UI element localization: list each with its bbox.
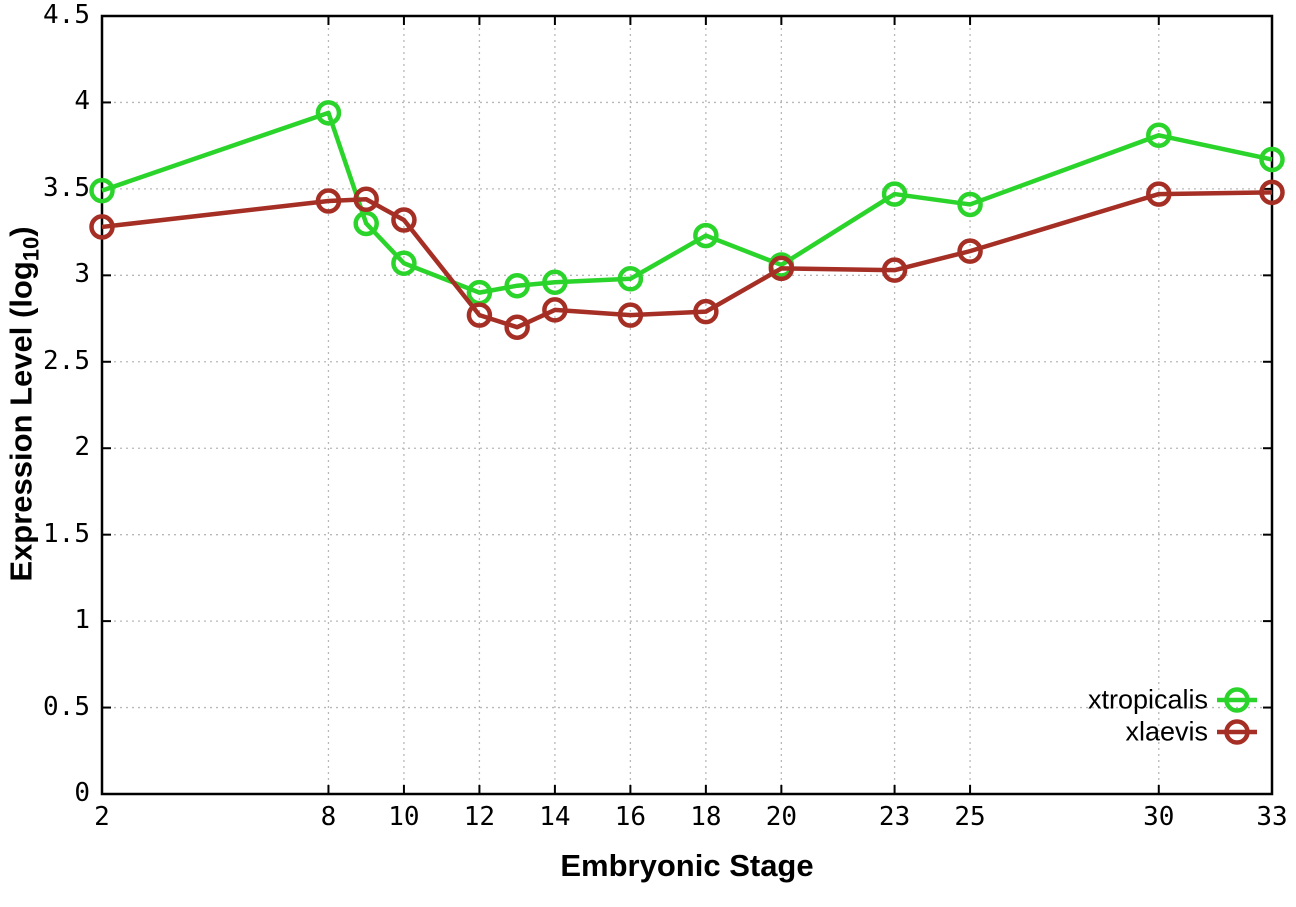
x-tick-label: 23 — [878, 802, 911, 832]
y-tick-label: 0 — [74, 777, 90, 808]
series-line-xtropicalis — [101, 110, 1273, 295]
legend-sample-marker-xtropicalis — [1224, 687, 1250, 713]
data-point-xlaevis — [957, 238, 983, 264]
y-tick-label: 2 — [74, 432, 90, 463]
x-tick-label: 16 — [614, 802, 647, 832]
series-line-xlaevis — [101, 190, 1273, 330]
data-point-xtropicalis — [542, 269, 568, 295]
data-point-xlaevis — [353, 186, 379, 213]
legend-sample-marker-xlaevis — [1224, 719, 1250, 745]
data-point-xtropicalis — [881, 181, 908, 207]
y-tick-label: 4.5 — [43, 0, 90, 30]
y-tick-label: 2.5 — [43, 345, 90, 376]
data-point-xtropicalis — [504, 272, 530, 299]
x-tick-label: 20 — [765, 802, 797, 832]
x-tick-label: 30 — [1143, 802, 1175, 832]
x-tick-label: 14 — [539, 802, 571, 832]
x-tick-label: 33 — [1256, 802, 1288, 832]
data-point-xtropicalis — [391, 250, 417, 276]
x-tick-label: 2 — [94, 802, 110, 832]
data-point-xtropicalis — [353, 210, 379, 237]
data-point-xlaevis — [1146, 181, 1172, 207]
data-point-xlaevis — [542, 297, 568, 323]
x-tick-label: 12 — [463, 802, 496, 832]
data-point-xlaevis — [504, 314, 530, 340]
plot-border — [100, 14, 1274, 796]
data-point-xtropicalis — [1146, 122, 1172, 149]
data-point-xlaevis — [1259, 179, 1285, 206]
x-tick-label: 10 — [388, 802, 420, 832]
data-point-xlaevis — [315, 188, 342, 214]
data-point-xlaevis — [617, 302, 644, 328]
data-point-xtropicalis — [1259, 146, 1285, 173]
data-point-xlaevis — [466, 302, 493, 328]
data-point-xtropicalis — [957, 191, 983, 218]
y-axis-title-close: ) — [3, 226, 39, 237]
legend-label-xtropicalis: xtropicalis — [1087, 684, 1208, 715]
data-point-xlaevis — [391, 207, 417, 233]
x-tick-label: 18 — [690, 802, 722, 832]
y-tick-label: 0.5 — [43, 691, 90, 722]
y-tick-label: 1.5 — [43, 518, 90, 549]
data-point-xtropicalis — [693, 222, 719, 249]
data-point-xlaevis — [768, 255, 795, 282]
data-point-xtropicalis — [89, 177, 115, 204]
x-axis-title: Embryonic Stage — [560, 848, 814, 883]
x-tick-label: 25 — [954, 802, 986, 832]
y-axis-title-subscript: 10 — [18, 236, 44, 262]
x-tick-label: 8 — [320, 802, 337, 832]
data-point-xlaevis — [89, 214, 115, 240]
y-tick-label: 1 — [74, 604, 90, 635]
y-tick-label: 4 — [74, 86, 90, 117]
data-point-xtropicalis — [315, 100, 342, 126]
data-point-xlaevis — [693, 298, 719, 325]
y-tick-label: 3 — [74, 259, 90, 290]
data-point-xtropicalis — [617, 266, 644, 292]
legend-label-xlaevis: xlaevis — [1125, 716, 1208, 747]
y-tick-label: 3.5 — [43, 172, 90, 203]
data-point-xlaevis — [881, 257, 908, 283]
